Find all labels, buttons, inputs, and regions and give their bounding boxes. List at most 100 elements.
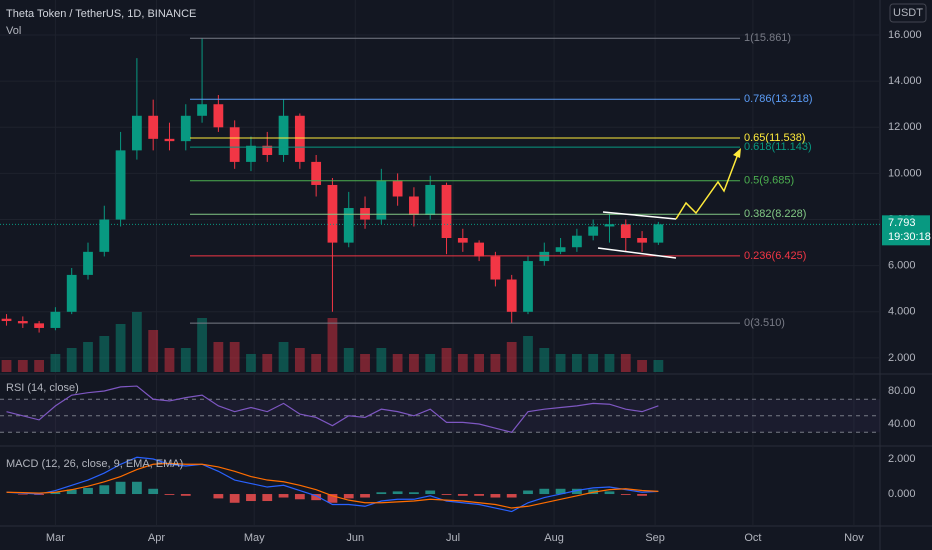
- candle-body: [409, 196, 419, 215]
- volume-bar: [294, 348, 305, 372]
- volume-bar: [588, 354, 599, 372]
- fib-label: 0.65(11.538): [744, 132, 806, 144]
- histogram-bar: [604, 491, 615, 495]
- y-tick-label: 12.000: [888, 121, 922, 133]
- histogram-bar: [523, 490, 533, 495]
- candle-body: [343, 208, 354, 243]
- x-tick-label: Mar: [46, 532, 65, 544]
- currency[interactable]: USDT: [893, 7, 923, 19]
- volume-bar: [278, 342, 289, 372]
- candle-body: [148, 115, 159, 139]
- fib-label: 0.5(9.685): [744, 175, 794, 187]
- x-tick-label: Jun: [346, 532, 364, 544]
- volume-bar: [457, 354, 468, 372]
- histogram-bar: [620, 494, 631, 495]
- candle-body: [474, 242, 484, 257]
- candle-body: [246, 145, 256, 162]
- x-tick-label: Aug: [544, 532, 564, 544]
- histogram-bar: [213, 494, 224, 499]
- histogram-bar: [246, 494, 256, 502]
- currency-box[interactable]: [889, 3, 927, 23]
- candle-body: [604, 224, 615, 227]
- x-tick-label: Apr: [148, 532, 165, 544]
- volume-bar: [539, 348, 550, 372]
- fib-label: 0.382(8.228): [744, 208, 806, 220]
- x-tick-label: Oct: [744, 532, 761, 544]
- y-tick-label: 14.000: [888, 75, 922, 87]
- volume-bar: [17, 360, 28, 372]
- candle-body: [132, 115, 142, 151]
- volume-bar: [360, 354, 370, 372]
- y-tick-label: 6.000: [888, 260, 916, 272]
- candle-body: [490, 256, 501, 280]
- volume-bar: [653, 360, 664, 372]
- volume-title: Vol: [6, 25, 21, 37]
- histogram-bar: [83, 487, 93, 495]
- candle-body: [572, 235, 582, 248]
- histogram-bar: [425, 490, 436, 495]
- volume-bar: [148, 330, 159, 372]
- volume-bar: [409, 354, 419, 372]
- histogram-bar: [311, 494, 322, 501]
- volume-bar: [441, 348, 452, 372]
- volume-bar: [327, 318, 338, 372]
- candle-body: [164, 138, 175, 142]
- histogram-bar: [490, 494, 501, 498]
- candle-body: [588, 226, 599, 236]
- volume-bar: [213, 342, 224, 372]
- volume-bar: [620, 354, 631, 372]
- histogram-bar: [441, 494, 452, 495]
- volume-bar: [604, 354, 615, 372]
- histogram-bar: [457, 494, 468, 496]
- y-tick-label: 80.00: [888, 385, 916, 397]
- last-price-box: [882, 215, 930, 246]
- candle-body: [425, 184, 436, 215]
- candle-body: [441, 184, 452, 239]
- histogram-bar: [506, 494, 517, 498]
- candle-body: [637, 238, 647, 243]
- fib-label: 0.236(6.425): [744, 250, 806, 262]
- fib-label: 0(3.510): [744, 317, 785, 329]
- y-tick-label: 16.000: [888, 29, 922, 41]
- candle-body: [229, 127, 240, 162]
- last-price: 7.793: [888, 217, 916, 229]
- volume-bar: [50, 354, 61, 372]
- chart-title: Theta Token / TetherUS, 1D, BINANCE: [6, 8, 196, 20]
- candle-body: [262, 145, 273, 155]
- candle-body: [197, 104, 207, 116]
- volume-bar: [425, 354, 436, 372]
- macd-line: [6, 456, 659, 513]
- candle-body: [555, 247, 566, 252]
- histogram-bar: [115, 481, 126, 495]
- volume-bar: [229, 342, 240, 372]
- candle-body: [66, 274, 77, 312]
- histogram-bar: [66, 489, 77, 495]
- volume-bar: [376, 348, 387, 372]
- histogram-bar: [409, 492, 419, 495]
- y-tick-label: 2.000: [888, 352, 916, 364]
- candle-body: [360, 208, 370, 220]
- volume-bar: [392, 354, 403, 372]
- volume-bar: [180, 348, 191, 372]
- rsi-line: [6, 385, 659, 433]
- volume-bar: [34, 360, 44, 372]
- projection-arrow: [675, 153, 739, 220]
- histogram-bar: [278, 494, 289, 498]
- volume-bar: [343, 348, 354, 372]
- arrow-head: [733, 148, 741, 158]
- candle-body: [294, 115, 305, 162]
- histogram-bar: [343, 494, 354, 499]
- volume-bar: [1, 360, 12, 372]
- rsi-title: RSI (14, close): [6, 382, 79, 394]
- y-tick-label: 4.000: [888, 306, 916, 318]
- fib-label: 0.618(11.143): [744, 141, 812, 153]
- x-tick-label: Sep: [645, 532, 665, 544]
- y-tick-label: 0.000: [888, 488, 916, 500]
- histogram-bar: [17, 494, 28, 495]
- histogram-bar: [148, 488, 159, 495]
- candle-body: [50, 311, 61, 328]
- volume-bar: [115, 324, 126, 372]
